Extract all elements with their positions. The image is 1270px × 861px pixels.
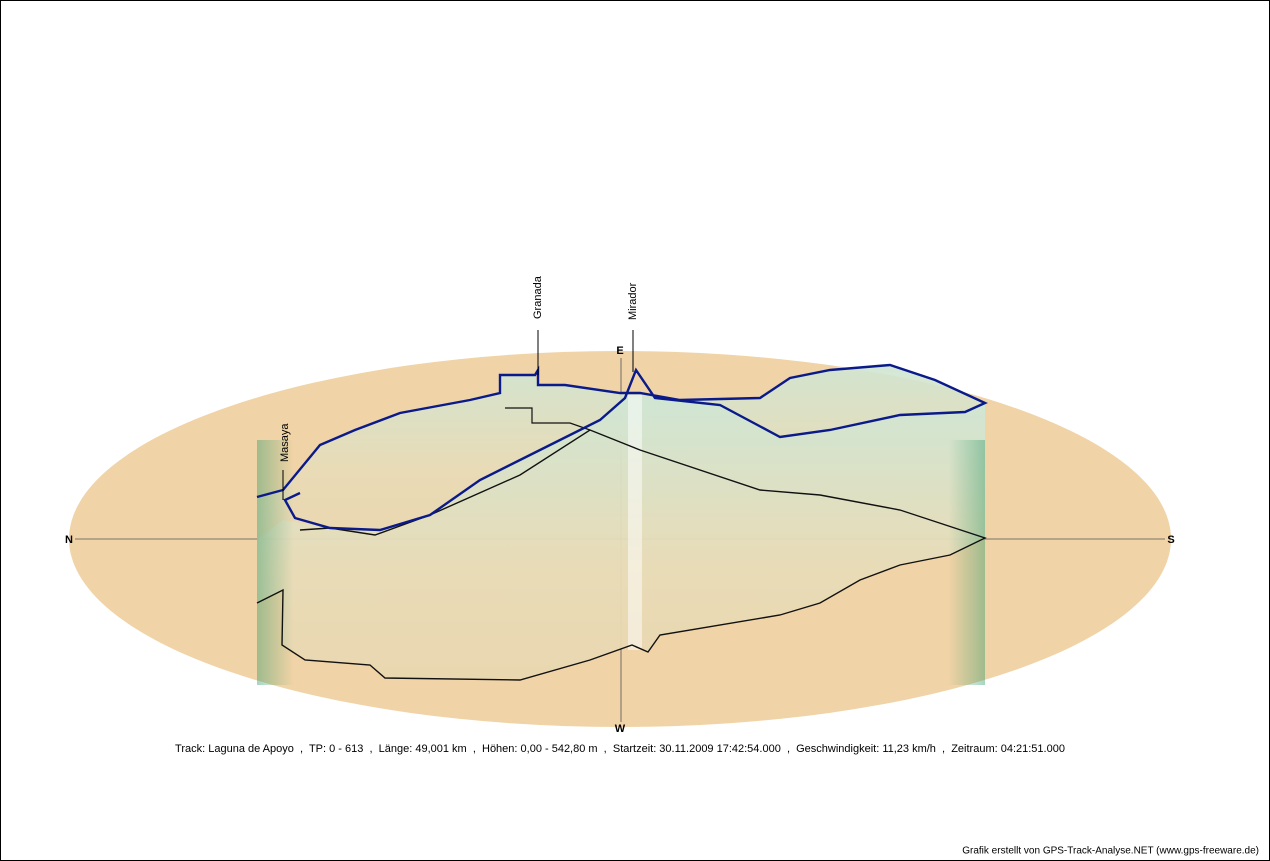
waypoint-label: Mirador bbox=[627, 282, 639, 320]
track-info: Track: Laguna de Apoyo , TP: 0 - 613 , L… bbox=[175, 743, 1065, 755]
ground-track-inner bbox=[505, 407, 591, 431]
elevation-track bbox=[256, 363, 988, 532]
ground-track bbox=[256, 429, 987, 681]
compass-label: N bbox=[65, 534, 73, 546]
compass-label: S bbox=[1167, 534, 1174, 546]
compass-label: E bbox=[616, 345, 623, 357]
curtain-highlight bbox=[628, 395, 642, 650]
waypoint-label: Granada bbox=[532, 275, 544, 319]
footer: Grafik erstellt von GPS-Track-Analyse.NE… bbox=[962, 846, 1259, 857]
curtain-shading bbox=[257, 440, 985, 685]
waypoint-label: Masaya bbox=[279, 423, 291, 462]
compass-label: W bbox=[615, 723, 626, 735]
